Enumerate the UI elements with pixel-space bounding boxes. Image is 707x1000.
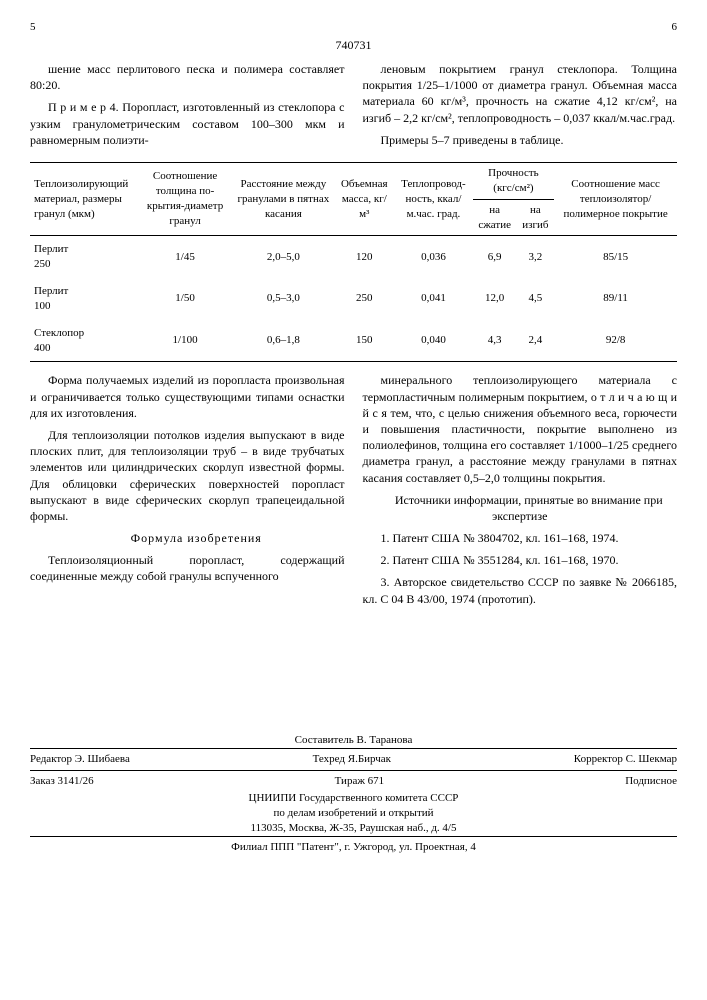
top-right-column: леновым покрытием гранул стеклопора. Тол… <box>363 61 678 154</box>
cell: 2,4 <box>517 320 555 362</box>
mid-right-column: минерального теплоизолирующего материала… <box>363 372 678 612</box>
th-distance: Расстояние между гра­нулами в пятнах кас… <box>232 162 334 235</box>
th-compression: на сжатие <box>473 199 517 236</box>
page-num-left: 5 <box>30 20 36 35</box>
page-number-row: 5 6 <box>30 20 677 35</box>
cell: 1/100 <box>138 320 233 362</box>
cell-material: Перлит250 <box>30 236 138 278</box>
source-item: 2. Патент США № 3551284, кл. 161–168, 19… <box>363 552 678 568</box>
data-table: Теплоизо­лирующий материал, размеры гран… <box>30 162 677 362</box>
footer-staff-row: Редактор Э. Шибаева Техред Я.Бирчак Корр… <box>30 748 677 770</box>
cell: 4,5 <box>517 278 555 320</box>
th-mass: Объем­ная масса, кг/м³ <box>334 162 394 235</box>
cell: 92/8 <box>554 320 677 362</box>
th-conductivity: Тепло­провод­ность, ккал/ м.час. град. <box>394 162 472 235</box>
paragraph: минерального теплоизолирующего материала… <box>363 372 678 485</box>
th-material: Теплоизо­лирующий материал, размеры гран… <box>30 162 138 235</box>
paragraph: Теплоизоляционный поропласт, содержащий … <box>30 552 345 584</box>
cell: 0,036 <box>394 236 472 278</box>
source-item: 1. Патент США № 3804702, кл. 161–168, 19… <box>363 530 678 546</box>
cell: 12,0 <box>473 278 517 320</box>
formula-heading: Формула изобретения <box>30 530 345 546</box>
paragraph: леновым покрытием гранул стеклопора. Тол… <box>363 61 678 126</box>
cell: 0,040 <box>394 320 472 362</box>
footer-branch: Филиал ППП "Патент", г. Ужгород, ул. Про… <box>30 836 677 858</box>
cell: 0,041 <box>394 278 472 320</box>
cell: 2,0–5,0 <box>232 236 334 278</box>
cell: 150 <box>334 320 394 362</box>
table-row: Перлит100 1/50 0,5–3,0 250 0,041 12,0 4,… <box>30 278 677 320</box>
page-num-right: 6 <box>672 20 678 35</box>
cell-material: Перлит100 <box>30 278 138 320</box>
footer-org2: по делам изобретений и открытий <box>30 806 677 821</box>
th-bending: на изгиб <box>517 199 555 236</box>
footer-editor: Редактор Э. Шибаева <box>30 752 130 767</box>
cell: 1/45 <box>138 236 233 278</box>
cell-material: Стеклопор400 <box>30 320 138 362</box>
cell: 1/50 <box>138 278 233 320</box>
paragraph: Для теплоизоляции потолков изделия выпус… <box>30 427 345 524</box>
footer-order-row: Заказ 3141/26 Тираж 671 Подписное <box>30 770 677 792</box>
th-strength: Прочность (кгс/см²) <box>473 162 555 199</box>
paragraph: П р и м е р 4. Поропласт, изготовленный … <box>30 99 345 148</box>
cell: 89/11 <box>554 278 677 320</box>
table-row: Стеклопор400 1/100 0,6–1,8 150 0,040 4,3… <box>30 320 677 362</box>
footer-compiler: Составитель В. Таранова <box>30 733 677 748</box>
footer-corrector: Корректор С. Шекмар <box>574 752 677 767</box>
mid-text-columns: Форма получаемых изделий из поропласта п… <box>30 372 677 612</box>
top-text-columns: шение масс перлитового песка и полимера … <box>30 61 677 154</box>
footer-podpisnoe: Подписное <box>625 774 677 789</box>
cell: 0,6–1,8 <box>232 320 334 362</box>
cell: 250 <box>334 278 394 320</box>
footer-org1: ЦНИИПИ Государственного комитета СССР <box>30 791 677 806</box>
cell: 6,9 <box>473 236 517 278</box>
cell: 85/15 <box>554 236 677 278</box>
footer-tirazh: Тираж 671 <box>335 774 385 789</box>
cell: 3,2 <box>517 236 555 278</box>
footer-addr: 113035, Москва, Ж-35, Раушская наб., д. … <box>30 821 677 836</box>
cell: 0,5–3,0 <box>232 278 334 320</box>
paragraph: Форма получаемых изделий из поропласта п… <box>30 372 345 421</box>
top-left-column: шение масс перлитового песка и полимера … <box>30 61 345 154</box>
cell: 4,3 <box>473 320 517 362</box>
mid-left-column: Форма получаемых изделий из поропласта п… <box>30 372 345 612</box>
cell: 120 <box>334 236 394 278</box>
th-mix: Соотношение масс теплоизо­лятор/полимер­… <box>554 162 677 235</box>
paragraph: шение масс перлитового песка и полимера … <box>30 61 345 93</box>
source-item: 3. Авторское свидетельство СССР по заявк… <box>363 574 678 606</box>
footer-techred: Техред Я.Бирчак <box>313 752 391 767</box>
sources-heading: Источники информации, принятые во вниман… <box>363 492 678 524</box>
paragraph: Примеры 5–7 приведены в таблице. <box>363 132 678 148</box>
footer-block: Составитель В. Таранова Редактор Э. Шиба… <box>30 733 677 858</box>
table-row: Перлит250 1/45 2,0–5,0 120 0,036 6,9 3,2… <box>30 236 677 278</box>
footer-order: Заказ 3141/26 <box>30 774 94 789</box>
document-number: 740731 <box>30 37 677 53</box>
th-ratio: Соотно­шение толщи­на по­крытия-диаметр … <box>138 162 233 235</box>
